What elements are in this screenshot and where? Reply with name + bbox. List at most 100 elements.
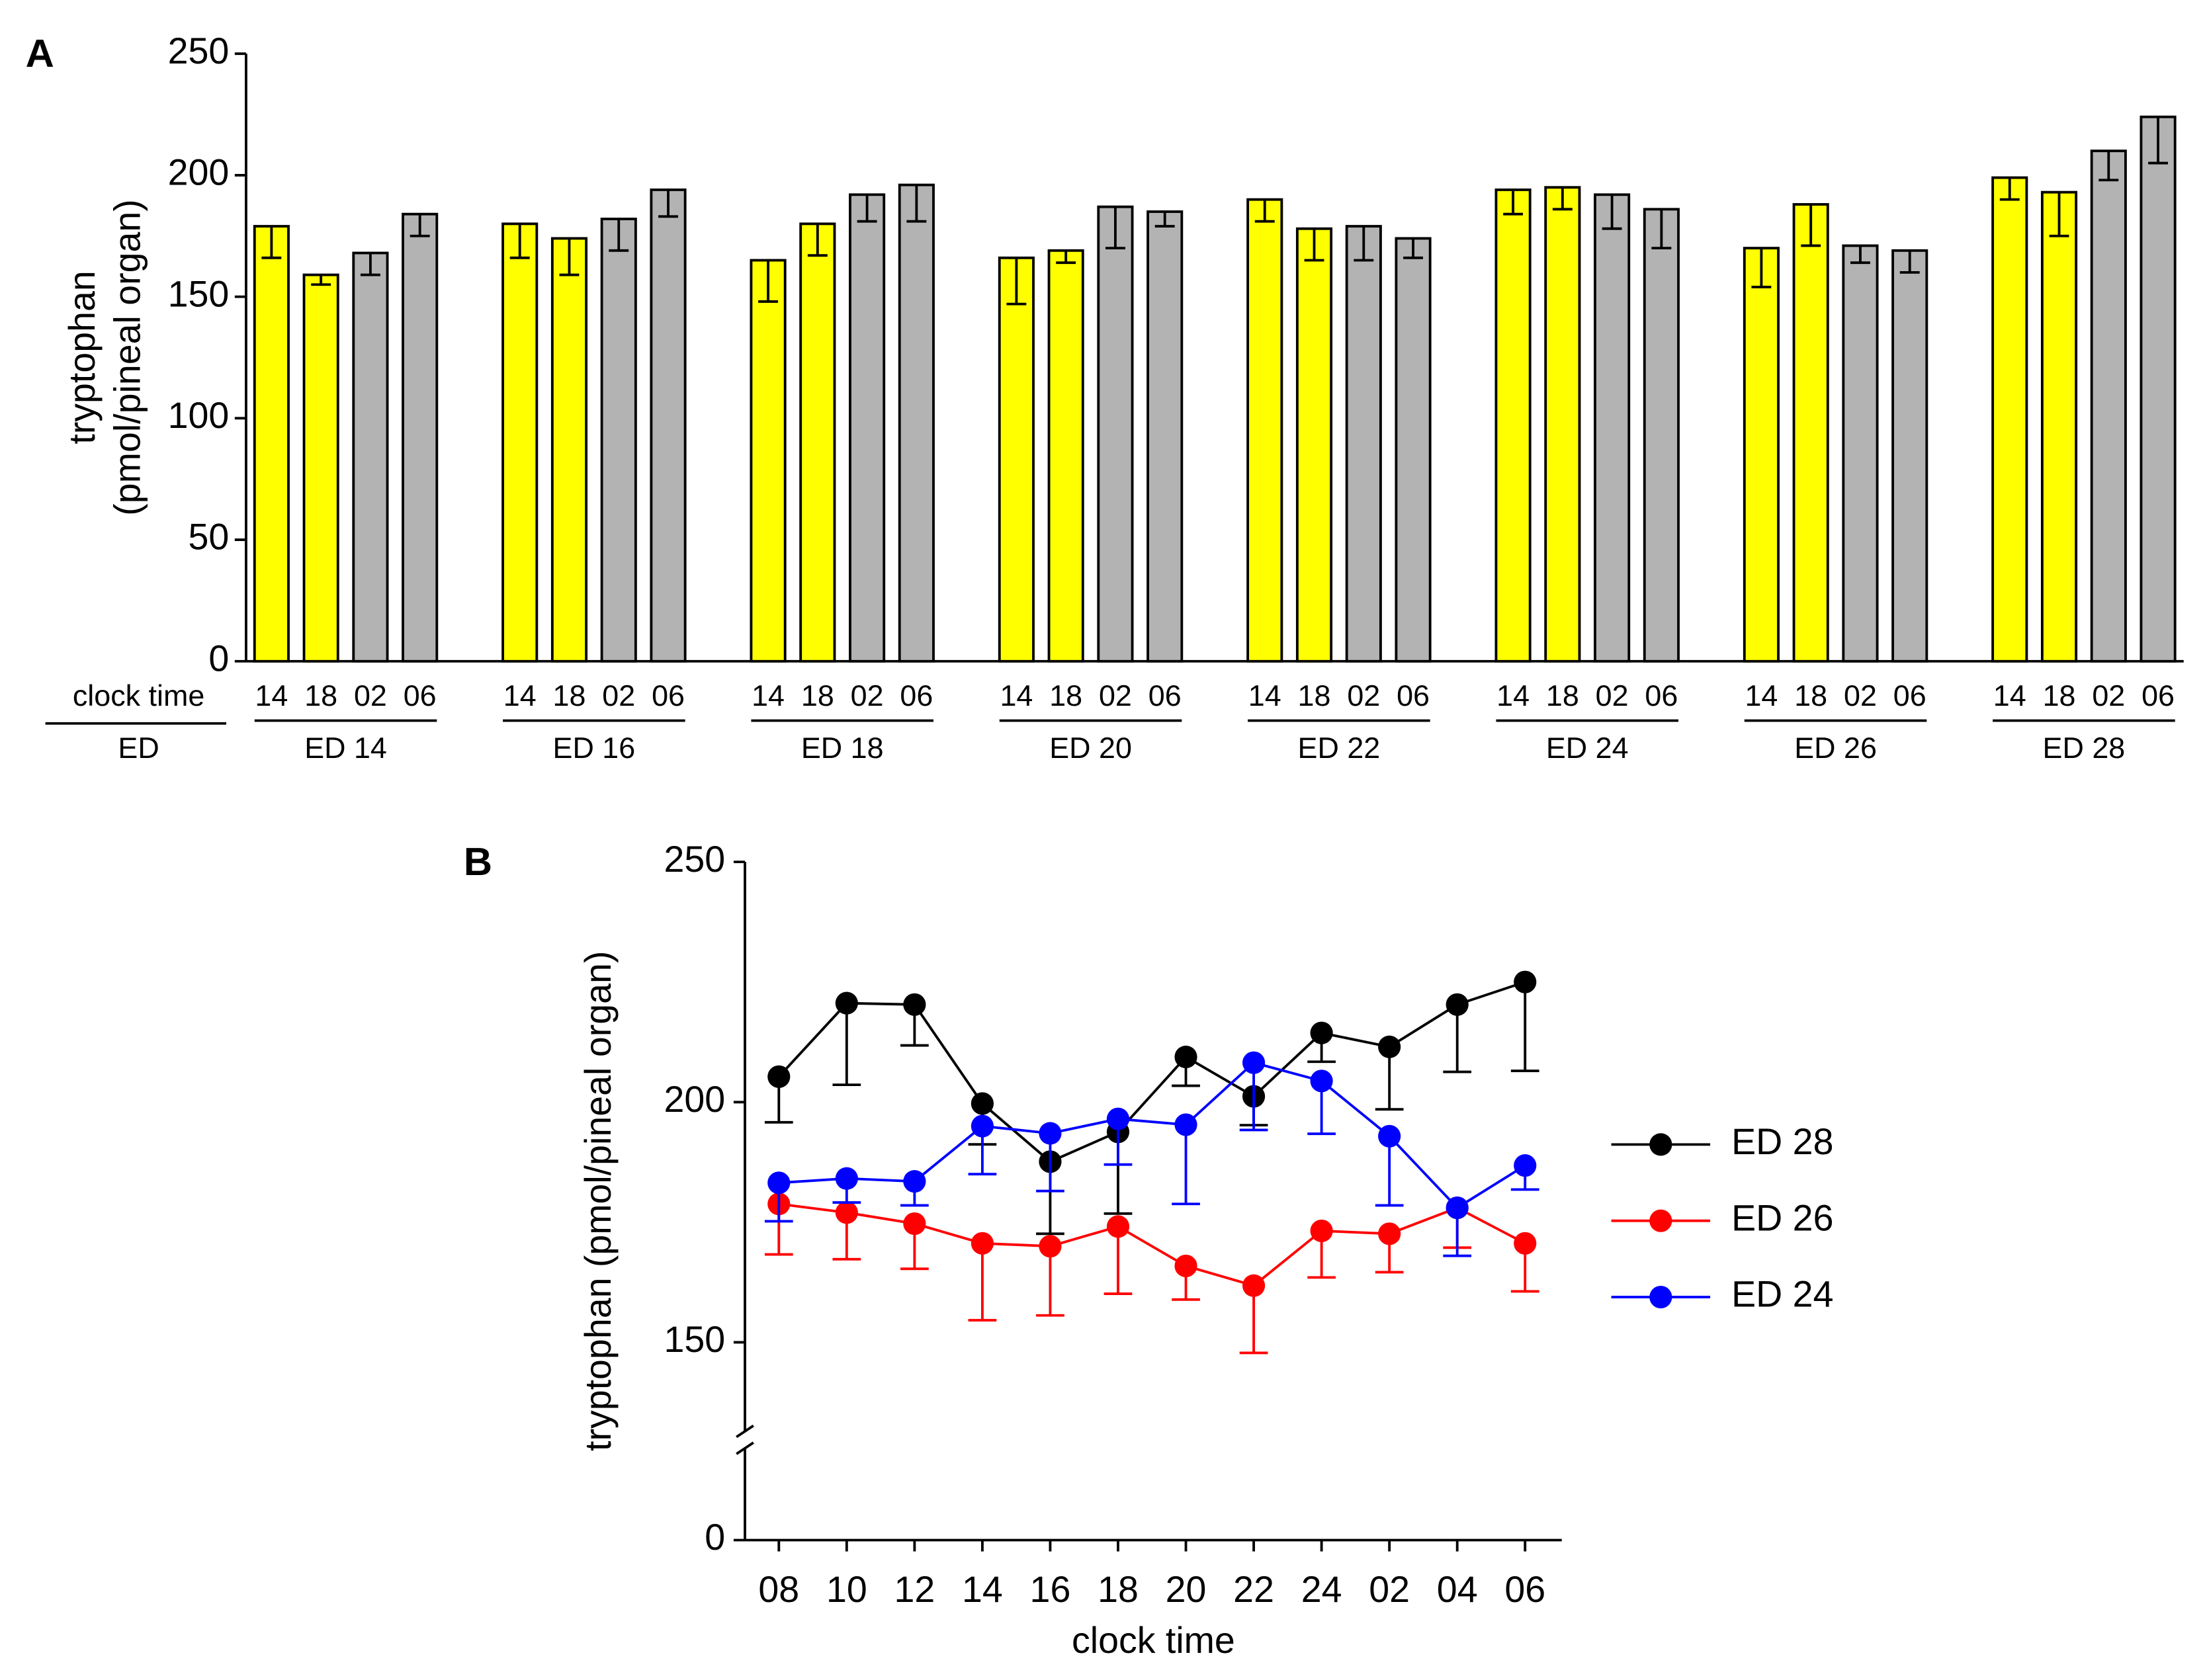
x-tick-label: 12 bbox=[894, 1569, 935, 1610]
axis-break bbox=[736, 1441, 754, 1455]
bar bbox=[2090, 149, 2127, 663]
bar bbox=[2040, 190, 2078, 663]
group-label: ED 22 bbox=[1298, 731, 1381, 765]
marker bbox=[971, 1114, 994, 1138]
bar bbox=[501, 222, 539, 663]
y-tick-label: 0 bbox=[208, 638, 229, 679]
bar bbox=[998, 256, 1035, 663]
y-axis-title: tryptophan (pmol/pineal organ) bbox=[578, 951, 619, 1451]
x-tick-label: 14 bbox=[1745, 679, 1778, 712]
bar bbox=[1047, 249, 1084, 663]
marker bbox=[1514, 970, 1537, 993]
x-tick-label: 14 bbox=[1993, 679, 2026, 712]
bar bbox=[1792, 203, 1829, 663]
x-tick-label: 06 bbox=[1504, 1569, 1545, 1610]
x-tick-label: 18 bbox=[1546, 679, 1579, 712]
bar bbox=[1097, 205, 1134, 663]
marker bbox=[1514, 1232, 1537, 1255]
x-tick-label: 18 bbox=[801, 679, 834, 712]
x-tick-label: 06 bbox=[1397, 679, 1430, 712]
x-tick-label: 04 bbox=[1437, 1569, 1478, 1610]
x-axis-title: clock time bbox=[1072, 1620, 1235, 1661]
legend-marker bbox=[1649, 1285, 1672, 1309]
group-label: ED 24 bbox=[1546, 731, 1629, 765]
row-label: clock time bbox=[73, 679, 204, 712]
marker bbox=[835, 1167, 858, 1190]
x-tick-label: 18 bbox=[304, 679, 337, 712]
bar bbox=[1643, 208, 1680, 663]
y-tick-label: 150 bbox=[168, 273, 230, 314]
x-tick-label: 06 bbox=[652, 679, 685, 712]
y-tick-label: 250 bbox=[664, 839, 725, 880]
marker bbox=[1106, 1215, 1130, 1238]
x-tick-label: 06 bbox=[1893, 679, 1926, 712]
bar bbox=[1345, 225, 1382, 663]
bar bbox=[352, 251, 389, 663]
x-tick-label: 06 bbox=[1645, 679, 1678, 712]
row-label: ED bbox=[118, 731, 159, 765]
marker bbox=[835, 1201, 858, 1224]
marker bbox=[903, 993, 926, 1016]
bar bbox=[302, 273, 339, 663]
bar bbox=[650, 189, 687, 663]
marker bbox=[1310, 1021, 1333, 1044]
bar bbox=[799, 222, 836, 663]
y-tick-label: 200 bbox=[168, 152, 230, 193]
marker bbox=[1310, 1070, 1333, 1093]
bar bbox=[2140, 115, 2177, 663]
bar bbox=[1991, 176, 2028, 663]
x-tick-label: 14 bbox=[255, 679, 288, 712]
x-tick-label: 22 bbox=[1233, 1569, 1274, 1610]
y-axis-title: tryptophan bbox=[62, 271, 103, 444]
panel-label: B bbox=[464, 839, 492, 884]
bar bbox=[1494, 189, 1532, 663]
group-label: ED 16 bbox=[553, 731, 636, 765]
legend-label: ED 24 bbox=[1731, 1274, 1833, 1315]
marker bbox=[903, 1170, 926, 1193]
x-tick-label: 14 bbox=[1496, 679, 1530, 712]
bar bbox=[402, 212, 439, 663]
x-tick-label: 02 bbox=[1099, 679, 1132, 712]
bar bbox=[1743, 247, 1780, 663]
marker bbox=[1174, 1254, 1197, 1278]
x-tick-label: 08 bbox=[758, 1569, 799, 1610]
marker bbox=[767, 1171, 791, 1195]
marker bbox=[1378, 1035, 1401, 1058]
x-tick-label: 06 bbox=[2141, 679, 2175, 712]
group-label: ED 18 bbox=[801, 731, 884, 765]
y-tick-label: 50 bbox=[189, 517, 230, 558]
x-tick-label: 14 bbox=[1000, 679, 1033, 712]
marker bbox=[971, 1092, 994, 1115]
bar bbox=[550, 237, 588, 663]
x-tick-label: 20 bbox=[1166, 1569, 1207, 1610]
x-tick-label: 18 bbox=[1298, 679, 1331, 712]
x-tick-label: 02 bbox=[851, 679, 884, 712]
x-tick-label: 18 bbox=[1794, 679, 1827, 712]
legend-label: ED 26 bbox=[1731, 1197, 1833, 1238]
group-label: ED 20 bbox=[1049, 731, 1132, 765]
marker bbox=[1106, 1107, 1130, 1130]
x-tick-label: 16 bbox=[1030, 1569, 1071, 1610]
x-tick-label: 06 bbox=[900, 679, 933, 712]
marker bbox=[903, 1212, 926, 1236]
axis-break bbox=[736, 1424, 754, 1439]
x-tick-label: 14 bbox=[1248, 679, 1281, 712]
x-tick-label: 18 bbox=[553, 679, 586, 712]
x-tick-label: 02 bbox=[602, 679, 635, 712]
group-label: ED 14 bbox=[304, 731, 387, 765]
bar bbox=[750, 259, 787, 663]
marker bbox=[971, 1232, 994, 1255]
group-label: ED 26 bbox=[1794, 731, 1877, 765]
bar bbox=[1246, 198, 1283, 663]
y-axis-title: (pmol/pineal organ) bbox=[107, 199, 148, 515]
legend-marker bbox=[1649, 1133, 1672, 1156]
marker bbox=[1514, 1154, 1537, 1177]
series-line bbox=[779, 1061, 1526, 1210]
x-tick-label: 02 bbox=[2092, 679, 2125, 712]
marker bbox=[1378, 1222, 1401, 1245]
marker bbox=[1039, 1235, 1062, 1258]
panel-label: A bbox=[26, 31, 54, 75]
y-tick-label: 250 bbox=[168, 30, 230, 71]
marker bbox=[1446, 1196, 1469, 1220]
